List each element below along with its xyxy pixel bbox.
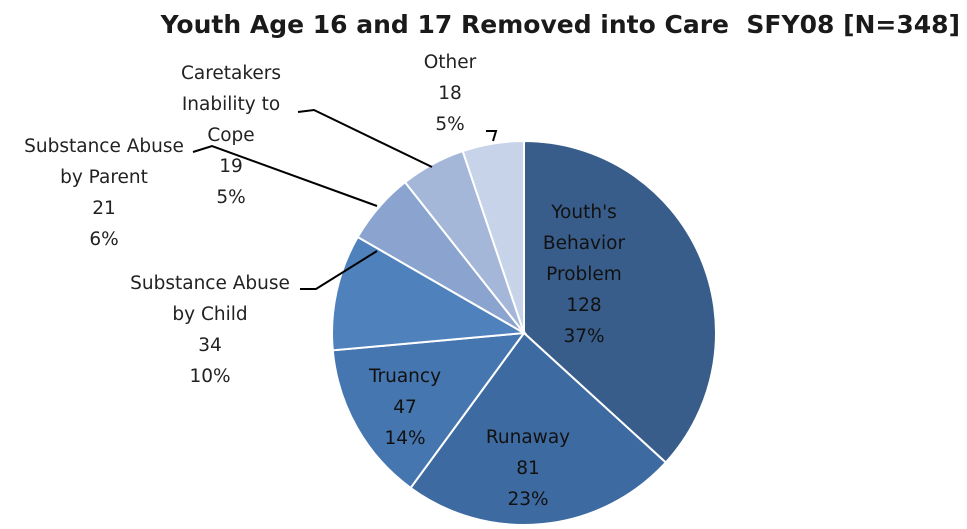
slice-label: Runaway 81 23%: [486, 427, 570, 510]
leader-line: [297, 108, 433, 168]
chart-title: Youth Age 16 and 17 Removed into Care SF…: [160, 10, 960, 39]
slice-label-line: Substance Abuse: [130, 273, 290, 294]
slice-label-line: Inability to: [182, 94, 280, 115]
slice-label-line: Cope: [207, 125, 254, 146]
slice-value: 128: [566, 295, 601, 316]
slice-value: 34: [198, 335, 222, 356]
leader-lines: [192, 108, 498, 290]
pie-slice: [331, 331, 527, 490]
slice-label-line: by Parent: [60, 167, 148, 188]
slice-labels: Youth's Behavior Problem 128 37% Runaway 81 23%…: [24, 52, 625, 510]
slice-label-line: Behavior: [543, 233, 626, 254]
slice-value: 81: [516, 458, 540, 479]
slice-label: Youth's Behavior Problem 128 37%: [543, 202, 626, 347]
pie-slices: [331, 139, 717, 526]
slice-label-line: Problem: [546, 264, 622, 285]
slice-label: Truancy 47 14%: [368, 366, 441, 449]
pie-slice: [331, 235, 528, 352]
leader-line: [486, 130, 498, 142]
slice-label: Substance Abuse by Child 34 10%: [130, 273, 290, 387]
slice-label-line: Truancy: [368, 366, 441, 387]
slice-label-line: Runaway: [486, 427, 570, 448]
slice-label-line: Caretakers: [181, 63, 281, 84]
slice-value: 21: [92, 198, 116, 219]
slice-value: 47: [393, 397, 417, 418]
slice-percent: 37%: [563, 326, 604, 347]
slice-percent: 23%: [507, 489, 548, 510]
leader-line: [192, 144, 378, 207]
slice-percent: 5%: [435, 114, 464, 135]
slice-label: Caretakers Inability to Cope 19 5%: [181, 63, 281, 208]
slice-percent: 5%: [216, 187, 245, 208]
slice-label-line: Youth's: [550, 202, 617, 223]
slice-label: Substance Abuse by Parent 21 6%: [24, 136, 184, 250]
leader-line: [300, 250, 378, 290]
slice-label: Other 18 5%: [424, 52, 477, 135]
slice-percent: 6%: [89, 229, 118, 250]
slice-label-line: Substance Abuse: [24, 136, 184, 157]
pie-slice: [409, 331, 668, 526]
slice-percent: 10%: [189, 366, 230, 387]
slice-label-line: Other: [424, 52, 477, 73]
pie-slice: [461, 139, 525, 334]
slice-label-line: by Child: [172, 304, 247, 325]
slice-percent: 14%: [384, 428, 425, 449]
pie-slice: [523, 139, 717, 464]
slice-value: 18: [438, 83, 462, 104]
slice-value: 19: [219, 156, 243, 177]
